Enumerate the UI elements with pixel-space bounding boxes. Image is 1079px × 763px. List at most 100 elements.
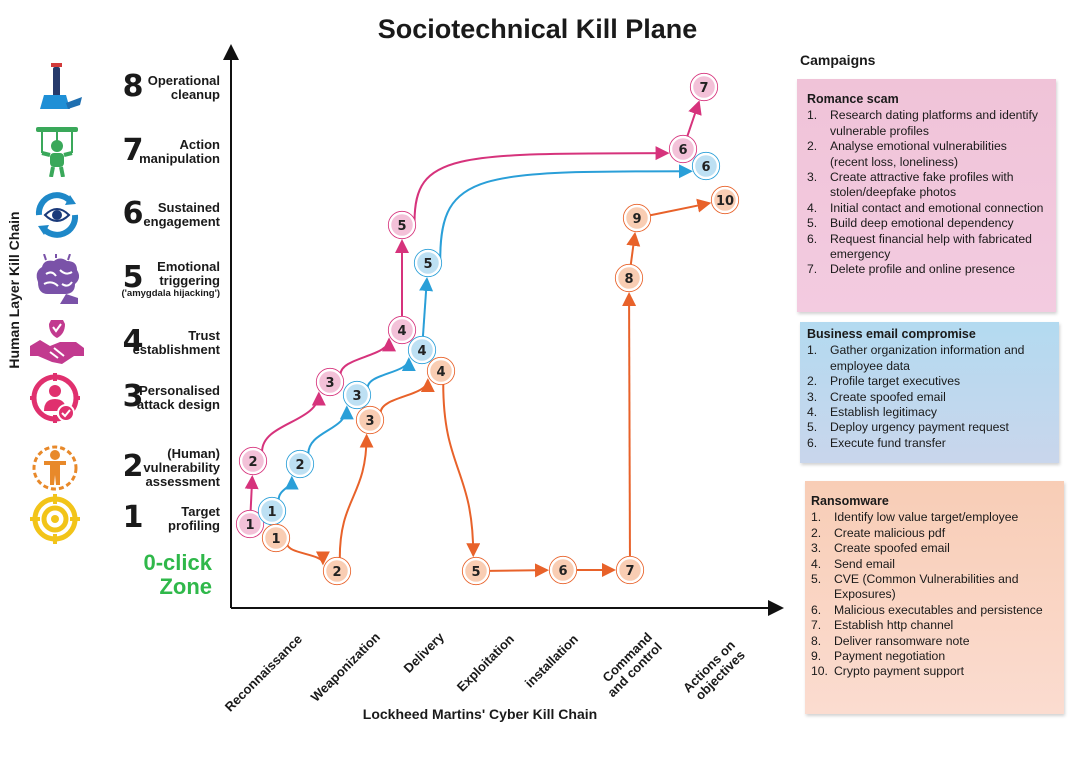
level-label-line: manipulation [139, 151, 220, 166]
node-number: 1 [267, 505, 276, 520]
campaign-node: 9 [622, 203, 652, 233]
campaign-node: 6 [668, 134, 698, 164]
campaign-edge [307, 405, 354, 455]
level-label-line: Personalised [139, 383, 220, 398]
level-label: Target profiling [100, 494, 220, 544]
node-ring [285, 449, 315, 479]
level-5: 5 Emotional triggering ('amygdala hijacking… [30, 254, 222, 304]
level-number: 8 [122, 69, 144, 104]
node-ring [691, 151, 721, 181]
campaign-node: 2 [238, 446, 268, 476]
node-circle [323, 557, 351, 585]
level-label-line: Emotional [157, 258, 220, 274]
campaign-step: 9. Payment negotiation [811, 649, 946, 664]
node-ring [355, 405, 385, 435]
node-ring [413, 248, 443, 278]
campaign-node: 2 [285, 449, 315, 479]
campaign-step: 3. Create spoofed email [807, 389, 946, 404]
level-number: 7 [122, 133, 144, 168]
node-number: 4 [397, 324, 406, 339]
campaign-step: 6. Execute fund transfer [807, 435, 946, 450]
level-2: 2 (Human) vulnerability assessment [30, 443, 222, 493]
node-circle [414, 249, 442, 277]
campaign-title: Romance scam [807, 92, 899, 106]
brain-icon [36, 254, 80, 304]
level-label-line: assessment [145, 474, 220, 489]
level-label-line: attack design [136, 397, 220, 412]
node-circle [669, 135, 697, 163]
level-7: 7 Action manipulation [30, 127, 222, 177]
node-number: 5 [471, 565, 480, 580]
node-ring [614, 263, 644, 293]
campaign-edge [419, 276, 434, 338]
campaign-edge [261, 391, 326, 452]
campaign-step: 3. Create attractive fake profiles with s… [807, 170, 1014, 200]
broom-cleanup-icon [40, 63, 82, 109]
node-circle [236, 510, 264, 538]
campaign-step: 5. Deploy urgency payment request [807, 420, 1009, 435]
node-circle [623, 204, 651, 232]
campaign-edge [439, 164, 693, 259]
campaign-node: 8 [614, 263, 644, 293]
level-label-line: triggering [159, 272, 220, 288]
campaigns-heading: Campaigns [800, 52, 876, 68]
node-circle [408, 336, 436, 364]
level-number: 1 [122, 500, 144, 535]
level-label-line: establishment [132, 342, 220, 357]
level-label: Trust establishment [100, 318, 220, 368]
campaign-edge [379, 378, 435, 413]
level-number: 4 [122, 324, 144, 359]
node-number: 6 [558, 564, 567, 579]
campaign-edge [626, 231, 641, 266]
node-ring [342, 380, 372, 410]
node-ring [315, 367, 345, 397]
node-circle [356, 406, 384, 434]
node-circle [616, 556, 644, 584]
node-ring [387, 315, 417, 345]
campaign-node: 3 [355, 405, 385, 435]
node-circle [316, 368, 344, 396]
level-label-line: profiling [168, 518, 220, 533]
node-ring [461, 556, 491, 586]
campaign-step: 4. Send email [811, 556, 895, 571]
node-circle [239, 447, 267, 475]
level-label: Action manipulation [100, 127, 220, 177]
campaign-edge [277, 475, 299, 500]
level-label: Sustained engagement [100, 190, 220, 240]
node-ring [387, 210, 417, 240]
campaign-step: 4. Initial contact and emotional connecti… [807, 200, 1044, 215]
campaign-node: 7 [615, 555, 645, 585]
campaign-edge [649, 198, 712, 217]
zero-click-line-1: 0-click [143, 550, 213, 575]
level-label: Operational cleanup [100, 63, 220, 113]
level-label-line: Action [179, 137, 220, 152]
level-label: (Human) vulnerability assessment [100, 443, 220, 493]
node-circle [388, 211, 416, 239]
node-circle [388, 316, 416, 344]
campaign-edge [339, 337, 396, 375]
campaign-step: 5. CVE (Common Vulnerabilities and Exposu… [811, 572, 1019, 602]
person-scan-icon [32, 445, 78, 491]
level-number: 5 [122, 260, 144, 295]
level-label: Emotional triggering ('amygdala hijacking'… [100, 254, 221, 304]
campaign-step: 6. Malicious executables and persistence [811, 602, 1043, 617]
node-ring [689, 72, 719, 102]
campaign-node: 4 [426, 356, 456, 386]
zero-click-line-2: Zone [159, 574, 212, 599]
node-ring [622, 203, 652, 233]
level-number: 6 [122, 196, 144, 231]
campaign-edge [244, 474, 259, 512]
level-label-line: Sustained [157, 200, 220, 215]
node-number: 4 [436, 365, 445, 380]
node-number: 3 [325, 376, 334, 391]
campaign-node: 6 [691, 151, 721, 181]
node-ring [615, 555, 645, 585]
campaign-node: 10 [710, 185, 740, 215]
campaign-step: 8. Deliver ransomware note [811, 633, 970, 648]
target-person-icon [30, 373, 80, 423]
campaign-node: 1 [235, 509, 265, 539]
x-axis-title: Lockheed Martins' Cyber Kill Chain [362, 706, 598, 722]
node-ring [710, 185, 740, 215]
level-label-line: cleanup [170, 87, 220, 102]
